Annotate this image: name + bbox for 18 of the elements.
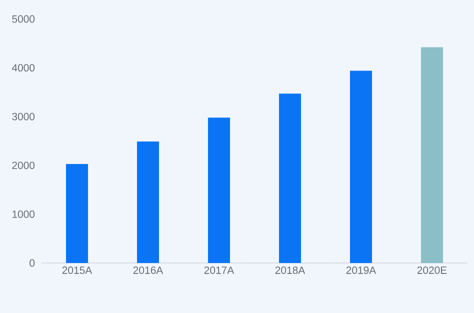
x-tick-label: 2020E xyxy=(417,266,447,274)
x-tick-label: 2015A xyxy=(62,266,92,274)
x-tick-label: 2018A xyxy=(275,266,306,274)
y-tick-label: 1000 xyxy=(12,210,35,218)
x-tick-label: 2016A xyxy=(133,266,164,274)
bar xyxy=(208,118,230,263)
y-tick-label: 3000 xyxy=(12,112,35,120)
bar xyxy=(279,94,302,263)
x-tick-label: 2019A xyxy=(346,266,376,274)
y-tick-label: 5000 xyxy=(12,15,35,23)
bar xyxy=(137,141,160,263)
y-tick-label: 4000 xyxy=(12,64,35,72)
y-tick-label: 2000 xyxy=(12,162,35,170)
bar xyxy=(66,164,88,263)
y-tick-label: 0 xyxy=(30,259,35,267)
x-tick-label: 2017A xyxy=(204,266,234,274)
bar xyxy=(421,47,444,263)
bar xyxy=(350,70,372,263)
